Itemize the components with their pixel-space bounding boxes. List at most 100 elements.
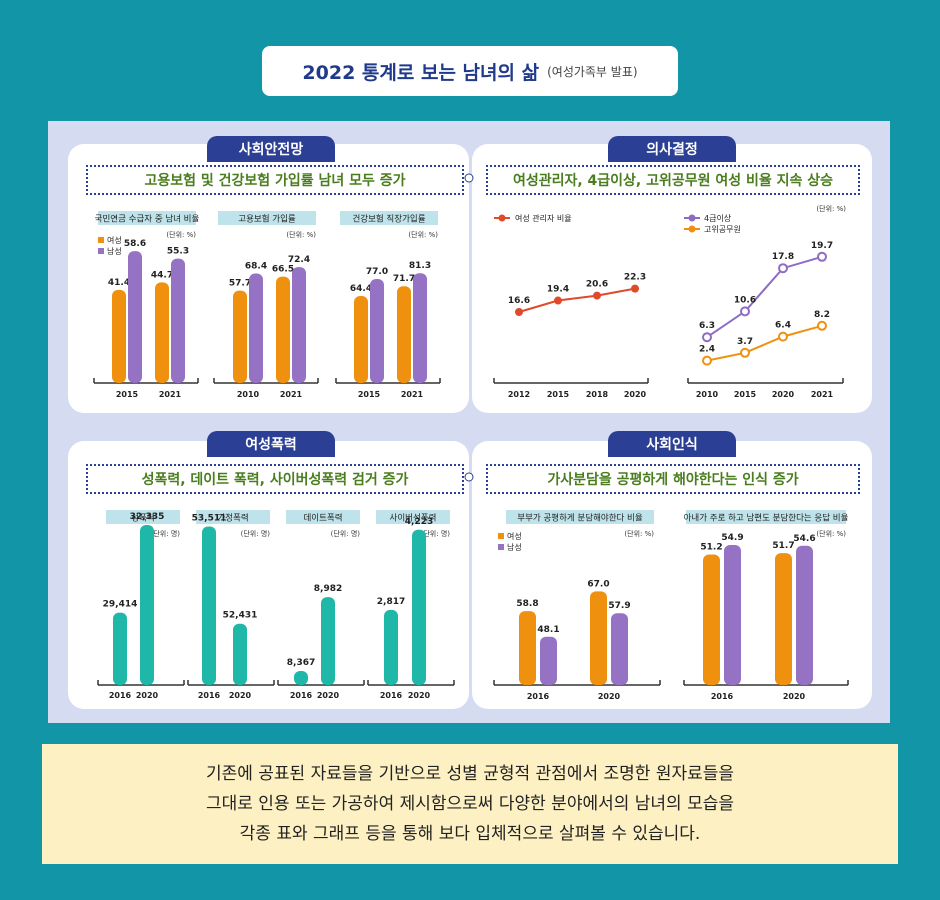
- chart-sexual-violence-tick-2020: 2020: [136, 691, 159, 700]
- chart-civil-servants-value-1-2021: 8.2: [814, 310, 830, 320]
- chart-equal-share-bar-2020-male: [611, 613, 628, 685]
- chart-dating-violence-bar-2016: [294, 670, 308, 685]
- chart-pension-bar-2015-male: [128, 251, 142, 383]
- chart-female-managers-tick-2015: 2015: [547, 390, 570, 399]
- chart-pension-value-2021-female: 44.7: [151, 270, 173, 280]
- chart-health-bar-2021-male: [413, 273, 427, 383]
- chart-civil-servants-legend-label-0: 4급이상: [704, 213, 732, 223]
- chart-employment-value-2021-female: 66.5: [272, 265, 294, 275]
- chart-sexual-violence-tick-2016: 2016: [109, 691, 132, 700]
- chart-pension-legend-swatch-male: [98, 248, 104, 254]
- chart-domestic-violence-value-2016: 53,511: [192, 514, 227, 524]
- chart-civil-servants-legend-marker-1: [688, 225, 696, 233]
- chart-pension-tick-2015: 2015: [116, 390, 139, 399]
- chart-domestic-violence-title-bg: [196, 510, 270, 524]
- chart-sexual-violence-title-bg: [106, 510, 180, 524]
- chart-female-managers-tick-2020: 2020: [624, 390, 647, 399]
- chart-wife-mainly-bar-2020-female: [775, 553, 792, 685]
- chart-wife-mainly-value-2016-male: 54.9: [721, 533, 743, 543]
- title-box: 2022 통계로 보는 남녀의 삶 (여성가족부 발표): [262, 46, 678, 96]
- chart-sexual-violence-bar-2016: [113, 612, 127, 685]
- connector-dot-top: [464, 173, 474, 183]
- chart-equal-share-bar-2016-female: [519, 611, 536, 685]
- chart-wife-mainly-tick-2020: 2020: [783, 692, 806, 701]
- chart-civil-servants-value-0-2010: 6.3: [699, 321, 715, 331]
- headline-social-safety: 고용보험 및 건강보험 가입률 남녀 모두 증가: [86, 165, 464, 195]
- chart-domestic-violence-title: 가정폭력: [217, 513, 248, 524]
- chart-cyber-violence-title-bg: [376, 510, 450, 524]
- chart-civil-servants-point-0-2010: [702, 332, 712, 343]
- chart-female-managers-value-2015: 19.4: [547, 285, 569, 295]
- chart-employment-tick-2010: 2010: [237, 390, 260, 399]
- chart-domestic-violence-bar-2020: [233, 623, 247, 685]
- chart-employment-bar-2010-female: [233, 290, 247, 383]
- chart-civil-servants-legend-marker-0: [688, 214, 696, 222]
- chart-sexual-violence-title: 성폭력: [131, 513, 154, 524]
- chart-domestic-violence-value-2020: 52,431: [223, 611, 258, 621]
- chart-civil-servants-point-0-2020: [778, 263, 788, 274]
- tab-social-safety: 사회안전망: [207, 136, 335, 162]
- chart-civil-servants-point-1-2021: [817, 320, 827, 331]
- chart-civil-servants-value-1-2010: 2.4: [699, 345, 715, 355]
- chart-employment-bar-2021-female: [276, 276, 290, 383]
- chart-dating-violence-value-2020: 8,982: [314, 584, 342, 594]
- chart-employment-value-2010-female: 57.7: [229, 279, 251, 289]
- chart-pension-bar-2015-female: [112, 289, 126, 383]
- chart-civil-servants-legend-label-1: 고위공무원: [704, 225, 741, 234]
- footer-line-1: 기존에 공표된 자료들을 기반으로 성별 균형적 관점에서 조명한 원자료들을: [205, 764, 735, 784]
- chart-civil-servants-point-1-2015: [740, 347, 750, 358]
- chart-employment-bar-2021-male: [292, 267, 306, 383]
- chart-wife-mainly-title-bg: [686, 510, 846, 524]
- chart-civil-servants-value-1-2020: 6.4: [775, 321, 791, 331]
- chart-civil-servants-tick-2020: 2020: [772, 390, 795, 399]
- chart-dating-violence-title-bg: [286, 510, 360, 524]
- chart-cyber-violence-bar-2020: [412, 529, 426, 685]
- chart-health-title: 건강보험 직장가입률: [352, 214, 425, 225]
- chart-health-title-bg: [340, 211, 438, 225]
- footer-line-3: 각종 표와 그래프 등을 통해 보다 입체적으로 살펴볼 수 있습니다.: [239, 824, 701, 844]
- headline-social-perception: 가사분담을 공평하게 해야한다는 인식 증가: [486, 464, 860, 494]
- chart-employment-unit: (단위: %): [286, 230, 316, 239]
- chart-domestic-violence-unit: (단위: 명): [241, 529, 271, 538]
- chart-cyber-violence-unit: (단위: 명): [421, 529, 451, 538]
- chart-pension-unit: (단위: %): [166, 230, 196, 239]
- chart-cyber-violence-bar-2016: [384, 609, 398, 685]
- tab-violence: 여성폭력: [207, 431, 335, 457]
- chart-civil-servants-point-1-2010: [702, 355, 712, 366]
- chart-equal-share-title-bg: [506, 510, 654, 524]
- chart-cyber-violence-tick-2016: 2016: [380, 691, 403, 700]
- chart-civil-servants-value-1-2015: 3.7: [737, 337, 753, 347]
- tab-decision-making: 의사결정: [608, 136, 736, 162]
- chart-sexual-violence-value-2020: 32,335: [130, 512, 165, 522]
- chart-civil-servants-point-0-2015: [740, 306, 750, 317]
- chart-civil-servants-value-0-2021: 19.7: [811, 241, 833, 251]
- chart-health-value-2021-male: 81.3: [409, 261, 431, 271]
- chart-female-managers-point-2018: [593, 291, 601, 300]
- chart-health-value-2015-male: 77.0: [366, 267, 388, 277]
- chart-health-value-2021-female: 71.7: [393, 274, 415, 284]
- chart-cyber-violence-value-2020: 4,223: [405, 517, 433, 527]
- tab-social-perception: 사회인식: [608, 431, 736, 457]
- chart-equal-share-legend-swatch-female: [498, 533, 504, 539]
- chart-dating-violence-tick-2016: 2016: [290, 691, 313, 700]
- chart-pension-legend-label-male: 남성: [107, 247, 122, 256]
- chart-equal-share-legend-label-male: 남성: [507, 543, 522, 552]
- chart-health-tick-2015: 2015: [358, 390, 381, 399]
- footer-line-2: 그대로 인용 또는 가공하여 제시함으로써 다양한 분야에서의 남녀의 모습을: [205, 794, 735, 814]
- chart-civil-servants-series-line-1: [706, 324, 823, 362]
- chart-pension-value-2015-male: 58.6: [124, 239, 146, 249]
- chart-domestic-violence-tick-2016: 2016: [198, 691, 221, 700]
- chart-dating-violence-title: 데이트폭력: [303, 513, 342, 524]
- chart-pension-legend-swatch-female: [98, 237, 104, 243]
- page-title: 2022 통계로 보는 남녀의 삶: [302, 61, 540, 84]
- chart-civil-servants-series-line-0: [706, 255, 823, 339]
- chart-sexual-violence-unit: (단위: 명): [151, 529, 181, 538]
- chart-employment-value-2021-male: 72.4: [288, 255, 310, 265]
- chart-wife-mainly-title: 아내가 주로 하고 남편도 분담한다는 응답 비율: [684, 513, 849, 524]
- chart-female-managers-point-2020: [631, 284, 639, 293]
- chart-civil-servants-point-0-2021: [817, 251, 827, 262]
- chart-wife-mainly-bar-2016-male: [724, 545, 741, 685]
- chart-health-unit: (단위: %): [408, 230, 438, 239]
- chart-employment-title: 고용보험 가입률: [238, 215, 296, 225]
- chart-sexual-violence-value-2016: 29,414: [103, 600, 138, 610]
